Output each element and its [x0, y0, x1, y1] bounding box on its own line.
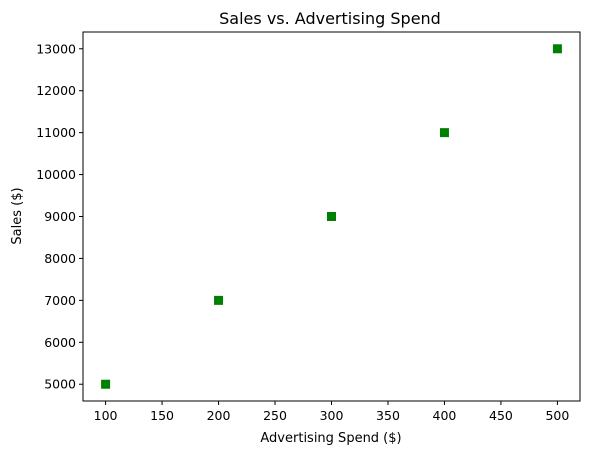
- x-tick-label: 500: [545, 408, 569, 423]
- x-tick-label: 200: [207, 408, 231, 423]
- y-tick-label: 9000: [44, 209, 76, 224]
- y-tick-label: 5000: [44, 377, 76, 392]
- y-tick-label: 7000: [44, 293, 76, 308]
- x-tick-label: 100: [94, 408, 118, 423]
- x-tick-label: 250: [263, 408, 287, 423]
- x-tick-label: 350: [376, 408, 400, 423]
- x-axis: 100 150 200 250 300 350 400 450 500: [94, 401, 569, 423]
- data-point: [327, 212, 336, 221]
- y-tick-label: 12000: [36, 83, 76, 98]
- data-point: [101, 379, 111, 389]
- y-axis: 5000 6000 7000 8000 9000 10000 11000 12000 13000: [36, 41, 83, 392]
- x-tick-label: 300: [320, 408, 344, 423]
- chart-title: Sales vs. Advertising Spend: [219, 9, 441, 28]
- x-tick-label: 150: [150, 408, 174, 423]
- data-points: [101, 44, 562, 389]
- x-axis-label: Advertising Spend ($): [260, 431, 401, 446]
- y-axis-label: Sales ($): [10, 187, 25, 244]
- x-tick-label: 450: [489, 408, 513, 423]
- data-point: [439, 128, 449, 138]
- x-tick-label: 400: [433, 408, 457, 423]
- data-point: [214, 295, 224, 305]
- y-tick-label: 10000: [36, 167, 76, 182]
- y-tick-label: 11000: [36, 125, 76, 140]
- data-point: [552, 44, 562, 54]
- y-tick-label: 8000: [44, 251, 76, 266]
- y-tick-label: 6000: [44, 335, 76, 350]
- y-tick-label: 13000: [36, 41, 76, 56]
